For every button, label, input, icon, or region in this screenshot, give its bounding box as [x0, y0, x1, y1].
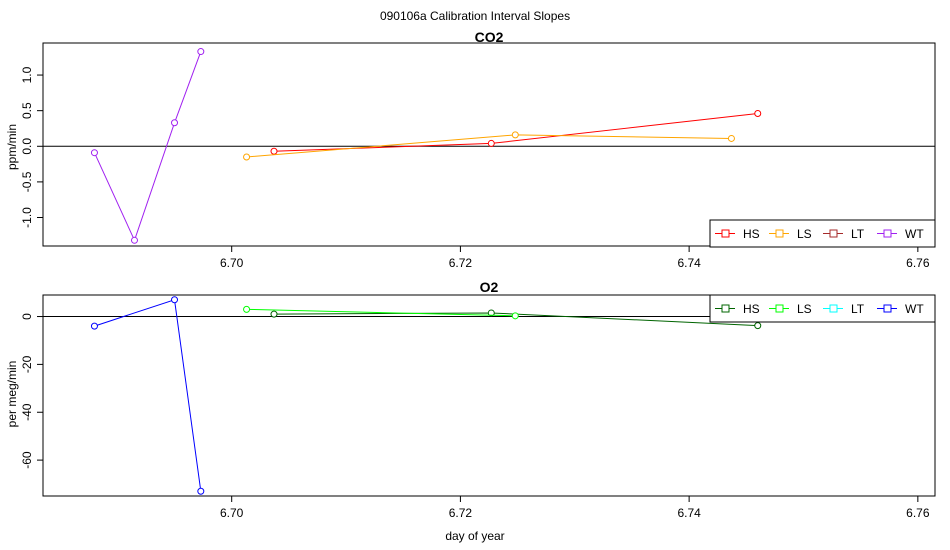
- co2-series-ls-point: [243, 153, 251, 161]
- co2-series-ls-point: [511, 131, 519, 139]
- co2-y-tick-label: 0.0: [20, 138, 34, 155]
- o2-plot-frame: [42, 294, 936, 497]
- o2-x-tick-label: 6.74: [677, 506, 701, 520]
- co2-panel-title: CO2: [475, 29, 504, 45]
- co2-series-wt-point: [171, 119, 179, 127]
- co2-legend-hs-label: HS: [743, 227, 760, 241]
- o2-x-tick-label: 6.76: [906, 506, 930, 520]
- co2-legend-box: [709, 219, 936, 248]
- co2-series-wt-point: [197, 48, 205, 56]
- co2-x-tick-label: 6.74: [677, 256, 701, 270]
- co2-legend-wt-marker: [883, 229, 892, 238]
- o2-series-ls-point: [511, 312, 519, 320]
- co2-series-hs-point: [487, 139, 495, 147]
- co2-legend-ls-marker: [775, 229, 784, 238]
- co2-legend: HS LS LT WT: [709, 219, 936, 248]
- o2-legend-lt-marker: [829, 304, 838, 313]
- co2-legend-lt-marker: [829, 229, 838, 238]
- co2-y-tick-label: -1.0: [20, 207, 34, 228]
- co2-series-wt-point: [130, 236, 138, 244]
- co2-y-tick-label: 0.5: [20, 102, 34, 119]
- o2-legend-lt-label: LT: [851, 302, 865, 316]
- o2-legend-ls-marker: [775, 304, 784, 313]
- co2-x-tick-label: 6.70: [220, 256, 244, 270]
- co2-y-axis-label: ppm/min: [5, 124, 19, 170]
- o2-y-tick-label: -60: [20, 451, 34, 469]
- o2-y-axis-label: per meg/min: [5, 361, 19, 428]
- o2-legend-ls-label: LS: [797, 302, 812, 316]
- o2-series-wt-line: [94, 299, 202, 492]
- co2-series-wt-line: [94, 51, 202, 242]
- co2-series-hs-point: [754, 110, 762, 118]
- o2-legend-wt-label: WT: [905, 302, 924, 316]
- o2-series-ls-point: [243, 305, 251, 313]
- o2-series-hs-point: [487, 309, 495, 317]
- co2-y-tick-label: 1.0: [20, 66, 34, 83]
- co2-y-tick-label: -0.5: [20, 171, 34, 192]
- o2-series-ls-line: [246, 308, 516, 317]
- o2-series-hs-point: [270, 310, 278, 318]
- co2-legend-ls-label: LS: [797, 227, 812, 241]
- co2-panel: CO2 ppm/min 6.70 6.72 6.74 6.76 -1.0 -0.5 0.0 0…: [5, 29, 936, 270]
- co2-x-tick-label: 6.76: [906, 256, 930, 270]
- o2-legend-box: [709, 294, 936, 323]
- o2-legend-wt-marker: [883, 304, 892, 313]
- o2-y-tick-label: 0: [20, 313, 34, 320]
- o2-series-wt-point: [90, 322, 98, 330]
- o2-x-axis-label: day of year: [445, 529, 504, 543]
- co2-x-tick-label: 6.72: [449, 256, 473, 270]
- co2-series-ls-point: [727, 134, 735, 142]
- o2-panel: O2 per meg/min day of year 6.70 6.72 6.74 6…: [5, 279, 936, 543]
- o2-x-tick-label: 6.70: [220, 506, 244, 520]
- o2-legend-hs-label: HS: [743, 302, 760, 316]
- co2-series-wt-point: [90, 149, 98, 157]
- co2-series-hs-point: [270, 147, 278, 155]
- o2-series-wt-point: [171, 296, 179, 304]
- o2-series-wt-point: [197, 487, 205, 495]
- co2-legend-hs-marker: [721, 229, 730, 238]
- o2-y-tick-label: -20: [20, 355, 34, 373]
- o2-panel-title: O2: [480, 279, 499, 295]
- figure-title: 090106a Calibration Interval Slopes: [380, 9, 570, 23]
- o2-legend: HS LS LT WT: [709, 294, 936, 323]
- o2-y-tick-label: -40: [20, 403, 34, 421]
- co2-legend-lt-label: LT: [851, 227, 865, 241]
- co2-plot-frame: [42, 42, 936, 247]
- co2-legend-wt-label: WT: [905, 227, 924, 241]
- o2-series-hs-point: [754, 322, 762, 330]
- o2-x-tick-label: 6.72: [449, 506, 473, 520]
- o2-legend-hs-marker: [721, 304, 730, 313]
